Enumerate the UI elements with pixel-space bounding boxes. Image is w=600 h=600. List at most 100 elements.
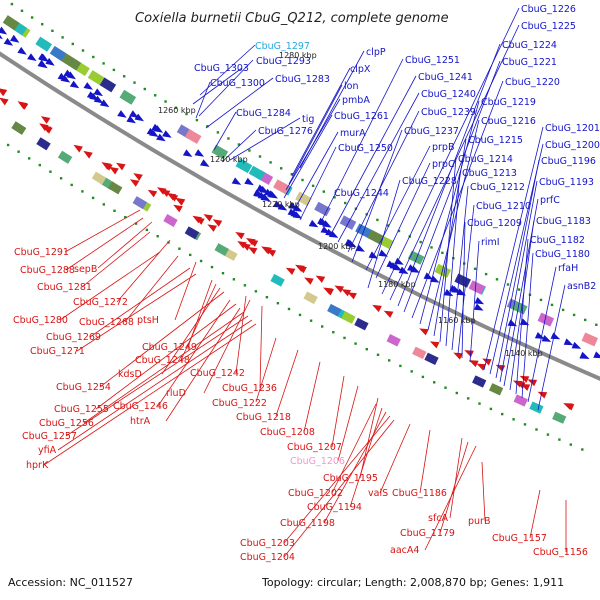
gene-label[interactable]: CbuG_1214 bbox=[458, 154, 513, 165]
gene-label[interactable]: CbuG_1293 bbox=[256, 56, 311, 67]
gene-label[interactable]: CbuG_1216 bbox=[481, 116, 536, 127]
gene-label[interactable]: CbuG_1268 bbox=[79, 317, 134, 328]
gene-label[interactable]: sepB bbox=[74, 264, 97, 275]
gene-label[interactable]: CbuG_1225 bbox=[521, 21, 576, 32]
gene-label[interactable]: CbuG_1291 bbox=[14, 247, 69, 258]
gene-label[interactable]: CbuG_1283 bbox=[275, 74, 330, 85]
gene-label[interactable]: CbuG_1180 bbox=[535, 249, 590, 260]
gene-label[interactable]: CbuG_1261 bbox=[334, 111, 389, 122]
gene-label[interactable]: CbuG_1212 bbox=[470, 182, 525, 193]
gene-label[interactable]: CbuG_1280 bbox=[13, 315, 68, 326]
gene-label[interactable]: CbuG_1242 bbox=[190, 368, 245, 379]
gene-label[interactable]: prfC bbox=[540, 195, 560, 206]
gene-label[interactable]: CbuG_1182 bbox=[530, 235, 585, 246]
gene-label[interactable]: CbuG_1250 bbox=[338, 143, 393, 154]
gene-label[interactable]: CbuG_1218 bbox=[236, 412, 291, 423]
gene-label[interactable]: sfcA bbox=[428, 513, 449, 524]
gene-label[interactable]: clpX bbox=[350, 64, 371, 75]
gene-label[interactable]: pmbA bbox=[342, 95, 370, 106]
gene-label[interactable]: prpC bbox=[432, 159, 455, 170]
gene-label[interactable]: CbuG_1200 bbox=[545, 140, 600, 151]
gene-label[interactable]: CbuG_1215 bbox=[468, 135, 523, 146]
forward-gene-arrow bbox=[27, 53, 37, 61]
gene-label[interactable]: CbuG_1269 bbox=[46, 332, 101, 343]
gene-label[interactable]: CbuG_1198 bbox=[280, 518, 335, 529]
gene-label[interactable]: CbuG_1271 bbox=[30, 346, 85, 357]
gene-label[interactable]: clpP bbox=[366, 47, 386, 58]
gene-label[interactable]: lon bbox=[344, 81, 358, 92]
gene-label[interactable]: CbuG_1236 bbox=[222, 383, 277, 394]
gene-label[interactable]: CbuG_1208 bbox=[260, 427, 315, 438]
gene-label[interactable]: CbuG_1248 bbox=[135, 355, 190, 366]
gene-label[interactable]: CbuG_1256 bbox=[39, 418, 94, 429]
gene-label[interactable]: hprK bbox=[26, 460, 49, 471]
reverse-callout-line bbox=[59, 251, 161, 321]
gene-label[interactable]: valS bbox=[368, 488, 388, 499]
gene-label[interactable]: CbuG_1221 bbox=[502, 57, 557, 68]
gene-label[interactable]: CbuG_1201 bbox=[545, 123, 600, 134]
gene-label[interactable]: CbuG_1210 bbox=[476, 201, 531, 212]
gene-label[interactable]: CbuG_1209 bbox=[467, 218, 522, 229]
gene-label[interactable]: CbuG_1194 bbox=[307, 502, 362, 513]
gene-label[interactable]: CbuG_1213 bbox=[462, 168, 517, 179]
gene-label[interactable]: prpB bbox=[432, 142, 454, 153]
gene-label[interactable]: CbuG_1207 bbox=[287, 442, 342, 453]
gene-label[interactable]: CbuG_1239 bbox=[421, 107, 476, 118]
gene-label[interactable]: rimI bbox=[481, 237, 500, 248]
gene-label[interactable]: CbuG_1240 bbox=[421, 89, 476, 100]
gene-label[interactable]: CbuG_1204 bbox=[240, 552, 295, 563]
gene-label[interactable]: CbuG_1251 bbox=[405, 55, 460, 66]
gene-label[interactable]: CbuG_1222 bbox=[212, 398, 267, 409]
gene-label[interactable]: purB bbox=[468, 516, 490, 527]
gene-label[interactable]: CbuG_1254 bbox=[56, 382, 111, 393]
gene-label[interactable]: CbuG_1246 bbox=[113, 401, 168, 412]
gene-label[interactable]: CbuG_1202 bbox=[288, 488, 343, 499]
gene-label[interactable]: CbuG_1196 bbox=[541, 156, 596, 167]
gene-label[interactable]: CbuG_1203 bbox=[240, 538, 295, 549]
gene-label[interactable]: CbuG_1249 bbox=[142, 342, 197, 353]
gene-label[interactable]: asnB2 bbox=[567, 281, 596, 292]
gene-label[interactable]: tig bbox=[302, 114, 314, 125]
forward-callout-line bbox=[397, 43, 501, 307]
track-dot bbox=[399, 364, 402, 368]
gene-label[interactable]: CbuG_1276 bbox=[258, 126, 313, 137]
gene-label[interactable]: CbuG_1224 bbox=[502, 40, 557, 51]
gene-label[interactable]: CbuG_1303 bbox=[194, 63, 249, 74]
track-dot bbox=[343, 336, 346, 340]
gene-label[interactable]: CbuG_1257 bbox=[22, 431, 77, 442]
gene-label[interactable]: CbuG_1156 bbox=[533, 547, 588, 558]
gene-label[interactable]: kdsD bbox=[118, 369, 142, 380]
gene-label[interactable]: yfiA bbox=[38, 445, 57, 456]
gene-label[interactable]: rluD bbox=[166, 388, 186, 399]
gene-label[interactable]: CbuG_1193 bbox=[539, 177, 594, 188]
gene-label[interactable]: CbuG_1157 bbox=[492, 533, 547, 544]
gene-label[interactable]: CbuG_1284 bbox=[236, 108, 291, 119]
gene-label[interactable]: CbuG_1237 bbox=[404, 126, 459, 137]
gene-label[interactable]: CbuG_1179 bbox=[400, 528, 455, 539]
gene-label[interactable]: aacA4 bbox=[390, 545, 419, 556]
forward-gene-arrow bbox=[194, 149, 205, 157]
gene-label[interactable]: CbuG_1206 bbox=[290, 456, 345, 467]
gene-label[interactable]: CbuG_1241 bbox=[418, 72, 473, 83]
forward-callout-line bbox=[433, 138, 467, 337]
gene-label[interactable]: CbuG_1297 bbox=[255, 41, 310, 52]
gene-label[interactable]: CbuG_1226 bbox=[521, 4, 576, 15]
gene-label[interactable]: CbuG_1288 bbox=[20, 265, 75, 276]
gene-label[interactable]: murA bbox=[340, 128, 366, 139]
gene-label[interactable]: CbuG_1255 bbox=[54, 404, 109, 415]
gene-label[interactable]: CbuG_1220 bbox=[505, 77, 560, 88]
gene-label[interactable]: CbuG_1219 bbox=[481, 97, 536, 108]
gene-label[interactable]: ptsH bbox=[137, 315, 159, 326]
gene-label[interactable]: CbuG_1228 bbox=[402, 176, 457, 187]
gene-label[interactable]: CbuG_1300 bbox=[210, 78, 265, 89]
feature-block bbox=[119, 89, 137, 105]
gene-label[interactable]: CbuG_1183 bbox=[536, 216, 591, 227]
gene-label[interactable]: rfaH bbox=[558, 263, 578, 274]
gene-label[interactable]: CbuG_1272 bbox=[73, 297, 128, 308]
gene-label[interactable]: CbuG_1195 bbox=[323, 473, 378, 484]
forward-callout-line bbox=[195, 81, 211, 119]
gene-label[interactable]: htrA bbox=[130, 416, 151, 427]
gene-label[interactable]: CbuG_1186 bbox=[392, 488, 447, 499]
gene-label[interactable]: CbuG_1244 bbox=[334, 188, 389, 199]
gene-label[interactable]: CbuG_1281 bbox=[37, 282, 92, 293]
